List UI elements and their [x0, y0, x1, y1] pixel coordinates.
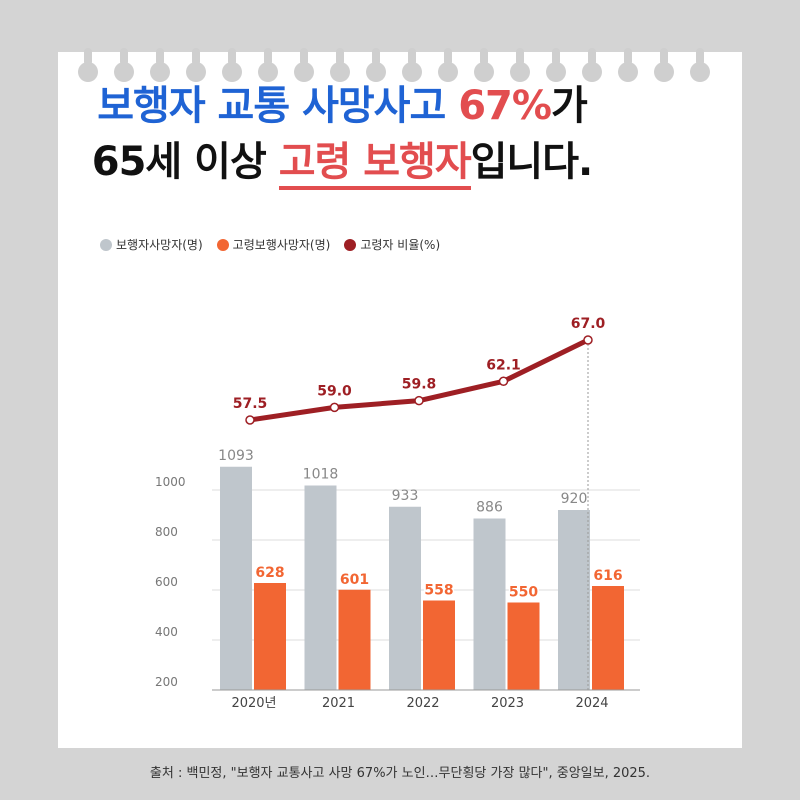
- ratio-point: [498, 376, 509, 387]
- binder-hole: [258, 48, 278, 82]
- headline-part: 입니다.: [470, 139, 594, 185]
- ratio-label: 67.0: [571, 316, 606, 332]
- bar-elderly-label: 601: [340, 572, 369, 588]
- x-tick-label: 2022: [406, 696, 439, 711]
- headline-highlight: 67%: [458, 83, 552, 129]
- bar-pedestrian-label: 1093: [218, 448, 254, 464]
- ratio-point: [583, 335, 593, 345]
- headline-line-2: 65세 이상 고령 보행자입니다.: [0, 134, 684, 190]
- bar-pedestrian-label: 933: [392, 488, 419, 504]
- bar-pedestrian-label: 920: [561, 491, 588, 507]
- bar-elderly-deaths: [507, 602, 540, 690]
- headline: 보행자 교통 사망사고 67%가 65세 이상 고령 보행자입니다.: [0, 78, 684, 190]
- binder-hole: [438, 48, 458, 82]
- y-tick-label: 600: [155, 575, 178, 589]
- x-tick-label: 2021: [322, 696, 355, 711]
- binder-hole: [222, 48, 242, 82]
- bar-pedestrian-label: 1018: [303, 467, 339, 483]
- headline-underlined: 고령 보행자: [278, 139, 472, 190]
- ratio-point: [329, 402, 340, 413]
- source-citation: 출처 : 백민정, "보행자 교통사고 사망 67%가 노인…무단횡당 가장 많…: [149, 766, 651, 781]
- headline-part: 65세 이상: [91, 139, 279, 185]
- bar-pedestrian-label: 886: [476, 500, 503, 516]
- bar-elderly-label: 558: [424, 583, 453, 599]
- binder-holes: [58, 48, 742, 86]
- binder-hole: [78, 48, 98, 82]
- y-tick-label: 1000: [155, 475, 186, 489]
- ratio-label: 59.0: [317, 383, 352, 399]
- chart-legend: 보행자사망자(명) 고령보행사망자(명) 고령자 비율(%): [100, 236, 440, 253]
- binder-hole: [294, 48, 314, 82]
- bar-elderly-deaths: [254, 583, 286, 690]
- legend-label: 고령보행사망자(명): [232, 238, 331, 252]
- binder-hole: [510, 48, 530, 82]
- binder-hole: [582, 48, 602, 82]
- binder-hole: [546, 48, 566, 82]
- y-tick-label: 400: [155, 625, 178, 639]
- ratio-point: [245, 415, 255, 425]
- legend-item: 고령보행사망자(명): [216, 236, 331, 253]
- binder-hole: [654, 48, 674, 82]
- legend-item: 보행자사망자(명): [100, 236, 203, 253]
- bar-elderly-deaths: [423, 600, 455, 690]
- ratio-label: 62.1: [486, 357, 521, 373]
- legend-swatch: [100, 238, 112, 251]
- legend-swatch: [216, 238, 229, 251]
- bar-pedestrian-deaths: [473, 518, 506, 690]
- binder-hole: [150, 48, 170, 82]
- bar-elderly-label: 628: [255, 565, 284, 581]
- legend-label: 보행자사망자(명): [116, 238, 203, 252]
- binder-hole: [330, 48, 350, 82]
- binder-hole: [474, 48, 494, 82]
- y-tick-label: 800: [155, 525, 178, 539]
- binder-hole: [366, 48, 386, 82]
- x-tick-label: 2024: [575, 696, 608, 711]
- binder-hole: [186, 48, 206, 82]
- headline-part: 가: [550, 83, 588, 129]
- x-tick-label: 2023: [491, 696, 524, 711]
- binder-hole: [402, 48, 422, 82]
- bar-pedestrian-deaths: [558, 510, 590, 690]
- bar-elderly-deaths: [338, 589, 371, 690]
- bar-elderly-deaths: [592, 586, 624, 690]
- bar-elderly-label: 616: [593, 568, 622, 584]
- ratio-point: [414, 395, 424, 406]
- binder-hole: [690, 48, 710, 82]
- binder-hole: [618, 48, 638, 82]
- y-tick-label: 200: [155, 675, 178, 689]
- headline-line-1: 보행자 교통 사망사고 67%가: [0, 78, 684, 134]
- headline-part: 보행자 교통 사망사고: [97, 83, 459, 129]
- binder-hole: [114, 48, 134, 82]
- legend-item: 고령자 비율(%): [344, 236, 440, 253]
- legend-label: 고령자 비율(%): [360, 238, 441, 252]
- ratio-label: 59.8: [402, 377, 437, 393]
- x-tick-label: 2020년: [231, 696, 276, 711]
- bar-pedestrian-deaths: [220, 466, 252, 690]
- bar-elderly-label: 550: [509, 585, 538, 601]
- ratio-label: 57.5: [233, 396, 268, 412]
- bar-pedestrian-deaths: [304, 485, 337, 690]
- legend-swatch: [344, 238, 357, 251]
- bar-pedestrian-deaths: [389, 506, 421, 690]
